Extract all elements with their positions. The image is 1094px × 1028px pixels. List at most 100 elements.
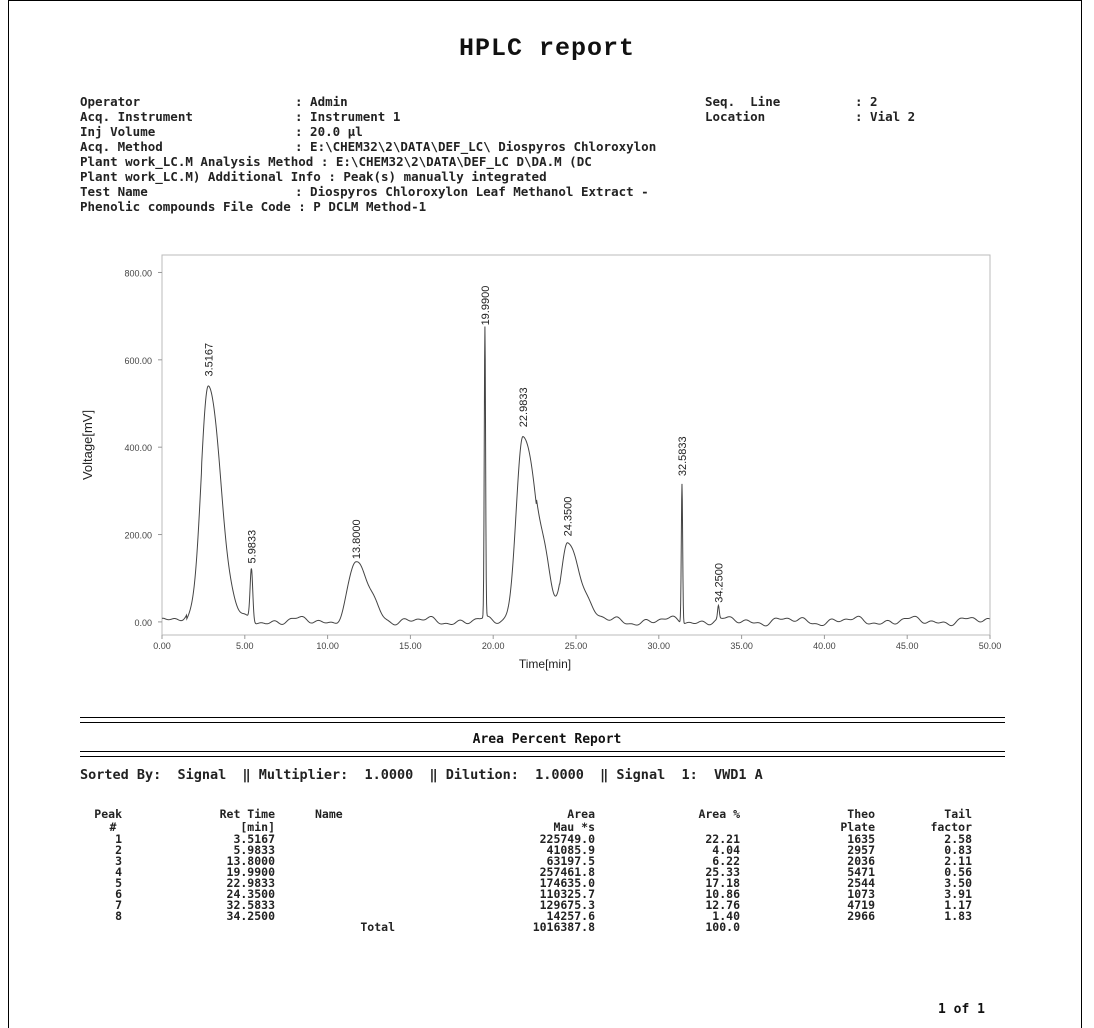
cell-area-pct: 12.76 <box>705 898 740 912</box>
cell-name <box>275 878 405 889</box>
table-row: 5 22.9833 174635.0 17.18 2544 3.50 <box>90 876 972 890</box>
x-axis-label: Time[min] <box>519 657 571 671</box>
plot-area <box>161 254 991 636</box>
meta-line-5: Plant work_LC.M Analysis Method : E:\CHE… <box>80 154 592 169</box>
x-tick-label: 45.00 <box>896 641 919 651</box>
cell-peak: 6 <box>115 887 122 901</box>
cell-theo-plate: 1073 <box>847 887 875 901</box>
meta-operator: Operator: Admin <box>80 94 348 109</box>
peak-label: 24.3500 <box>563 497 575 537</box>
cell-area: 129675.3 <box>539 898 595 912</box>
table-row: 6 24.3500 110325.7 10.86 1073 3.91 <box>90 887 972 901</box>
col-theo: Theo <box>847 807 875 821</box>
cell-ret-time: 13.8000 <box>226 854 275 868</box>
cell-peak: 7 <box>115 898 122 912</box>
cell-tail-factor: 0.56 <box>944 865 972 879</box>
table-header-row-2: # [min] Mau *s Plate factor <box>90 821 972 834</box>
meta-line-6: Plant work_LC.M) Additional Info : Peak(… <box>80 169 547 184</box>
cell-area: 110325.7 <box>539 887 595 901</box>
cell-peak: 5 <box>115 876 122 890</box>
col-theo-sub: Plate <box>840 820 875 834</box>
cell-area: 225749.0 <box>539 832 595 846</box>
col-name-sub <box>275 821 405 834</box>
total-pct: 100.0 <box>705 920 740 934</box>
cell-theo-plate: 5471 <box>847 865 875 879</box>
separator-bottom <box>80 751 1005 757</box>
x-tick-label: 40.00 <box>813 641 836 651</box>
y-axis-label: Voltage[mV] <box>80 410 95 480</box>
peak-label: 13.8000 <box>351 519 363 559</box>
meta-seq-line: Seq. Line: 2 <box>705 94 878 109</box>
cell-area-pct: 22.21 <box>705 832 740 846</box>
col-name: Name <box>315 807 343 821</box>
peak-label: 3.5167 <box>203 343 215 377</box>
cell-peak: 4 <box>115 865 122 879</box>
table-row: 8 34.2500 14257.6 1.40 2966 1.83 <box>90 909 972 923</box>
peak-label: 34.2500 <box>713 563 725 603</box>
cell-peak: 2 <box>115 843 122 857</box>
table-row: 7 32.5833 129675.3 12.76 4719 1.17 <box>90 898 972 912</box>
cell-name <box>275 845 405 856</box>
cell-area-pct: 10.86 <box>705 887 740 901</box>
cell-theo-plate: 2036 <box>847 854 875 868</box>
cell-area: 174635.0 <box>539 876 595 890</box>
col-peak: Peak <box>94 807 122 821</box>
peak-label: 19.9900 <box>480 286 492 326</box>
cell-empty <box>875 922 972 933</box>
cell-ret-time: 5.9833 <box>233 843 275 857</box>
table-row: 2 5.9833 41085.9 4.04 2957 0.83 <box>90 843 972 857</box>
cell-tail-factor: 3.50 <box>944 876 972 890</box>
x-tick-label: 15.00 <box>399 641 422 651</box>
cell-area: 14257.6 <box>546 909 595 923</box>
x-tick-label: 10.00 <box>316 641 339 651</box>
peak-label: 22.9833 <box>518 387 530 427</box>
cell-tail-factor: 0.83 <box>944 843 972 857</box>
cell-theo-plate: 1635 <box>847 832 875 846</box>
cell-ret-time: 24.3500 <box>226 887 275 901</box>
cell-ret-time: 22.9833 <box>226 876 275 890</box>
cell-area-pct: 6.22 <box>712 854 740 868</box>
cell-tail-factor: 1.83 <box>944 909 972 923</box>
cell-area: 63197.5 <box>546 854 595 868</box>
chromatogram-trace <box>161 326 990 627</box>
y-tick-label: 800.00 <box>124 268 152 278</box>
area-report-title: Area Percent Report <box>472 732 622 747</box>
y-tick-label: 200.00 <box>124 531 152 541</box>
meta-block: Operator: Admin Acq. Instrument: Instrum… <box>80 94 656 229</box>
meta-test-name: Test Name: Diospyros Chloroxylon Leaf Me… <box>80 184 649 199</box>
col-area-pct: Area % <box>698 807 740 821</box>
col-tail: Tail <box>944 807 972 821</box>
meta-right-block: Seq. Line: 2 Location: Vial 2 <box>705 94 915 139</box>
x-tick-label: 50.00 <box>979 641 1002 651</box>
cell-tail-factor: 3.91 <box>944 887 972 901</box>
cell-area-pct: 17.18 <box>705 876 740 890</box>
cell-theo-plate: 2544 <box>847 876 875 890</box>
cell-tail-factor: 1.17 <box>944 898 972 912</box>
cell-peak: 8 <box>115 909 122 923</box>
cell-name <box>275 834 405 845</box>
cell-name <box>275 867 405 878</box>
total-label: Total <box>360 920 395 934</box>
cell-ret-time: 3.5167 <box>233 832 275 846</box>
cell-area-pct: 25.33 <box>705 865 740 879</box>
cell-theo-plate: 4719 <box>847 898 875 912</box>
x-tick-label: 5.00 <box>236 641 254 651</box>
cell-ret-time: 19.9900 <box>226 865 275 879</box>
cell-empty <box>740 922 875 933</box>
cell-ret-time: 32.5833 <box>226 898 275 912</box>
cell-name <box>275 900 405 911</box>
col-area: Area <box>567 807 595 821</box>
report-title: HPLC report <box>458 34 636 63</box>
y-tick-label: 0.00 <box>134 618 152 628</box>
y-tick-label: 600.00 <box>124 356 152 366</box>
peak-label: 32.5833 <box>677 436 689 476</box>
cell-area: 257461.8 <box>539 865 595 879</box>
table-row: 3 13.8000 63197.5 6.22 2036 2.11 <box>90 854 972 868</box>
separator-top <box>80 717 1005 723</box>
x-tick-label: 30.00 <box>648 641 671 651</box>
meta-line-8: Phenolic compounds File Code : P DCLM Me… <box>80 199 427 214</box>
total-area: 1016387.8 <box>532 920 595 934</box>
cell-peak: 1 <box>115 832 122 846</box>
x-tick-label: 25.00 <box>565 641 588 651</box>
area-table: Peak Ret Time Name Area Area % Theo Tail… <box>90 808 972 933</box>
